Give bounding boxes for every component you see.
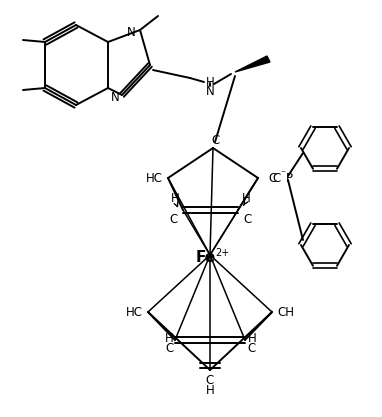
Text: H: H <box>242 191 250 204</box>
Text: H: H <box>171 191 180 204</box>
Text: C: C <box>248 342 256 356</box>
Text: C: C <box>206 374 214 387</box>
Text: Fe: Fe <box>196 251 216 266</box>
Text: H: H <box>165 332 173 346</box>
Text: ⁻: ⁻ <box>280 169 285 179</box>
Text: P: P <box>286 171 293 184</box>
Text: H: H <box>206 75 214 88</box>
Text: H: H <box>206 384 214 397</box>
Text: C: C <box>211 133 219 146</box>
Text: 2+: 2+ <box>215 248 229 258</box>
Text: CH: CH <box>277 306 295 319</box>
Text: N: N <box>127 25 136 38</box>
Text: C: C <box>272 171 280 184</box>
Text: N: N <box>111 90 120 103</box>
Text: C: C <box>244 213 252 226</box>
Text: C: C <box>165 342 173 356</box>
Polygon shape <box>235 56 270 72</box>
Text: N: N <box>206 85 214 98</box>
Text: C: C <box>268 171 276 184</box>
Text: HC: HC <box>146 171 162 184</box>
Text: C: C <box>169 213 177 226</box>
Text: H: H <box>248 332 256 346</box>
Text: HC: HC <box>126 306 142 319</box>
